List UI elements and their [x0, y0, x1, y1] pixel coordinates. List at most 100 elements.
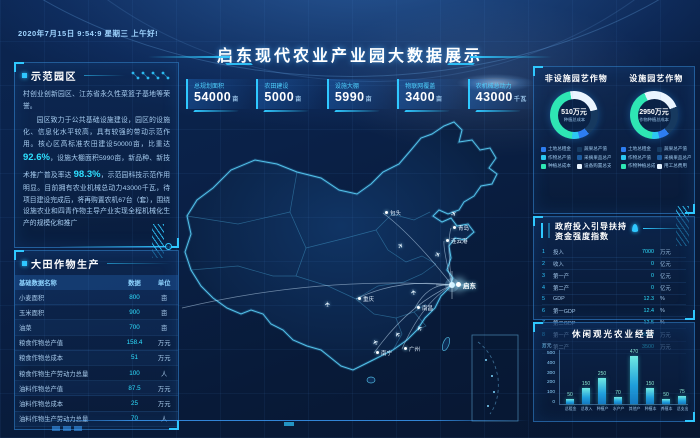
cell-unit: 亩: [150, 304, 178, 321]
row-value: 12.4: [643, 307, 655, 314]
legend-label: 蔬果总产值: [664, 146, 687, 151]
stat-value: 3400亩: [405, 90, 443, 104]
legend-label: 设备购置总支出: [584, 163, 611, 168]
cell-unit: 人: [150, 365, 178, 382]
legend-item: 设备购置总支出: [577, 163, 611, 169]
datetime: 2020年7月15日 9:54:9 星期三 上午好!: [18, 29, 159, 38]
panel-horticulture: 非设施园艺作物 设施园艺作物 510万元 种植总成本 2950万元 作物种植总成…: [533, 66, 695, 214]
x-tick-label: 养殖本: [660, 406, 673, 411]
square-bullet-icon: [22, 261, 27, 266]
flight-arc: [355, 282, 453, 300]
bar: [630, 356, 638, 404]
bar-plot-area: 50 150 250 70 470 150 50 75: [559, 350, 688, 405]
bar: [566, 398, 574, 404]
bar: [598, 378, 606, 404]
bar-value-label: 150: [581, 381, 591, 388]
cell-value: 700: [118, 319, 151, 336]
circuit-line-decoration: [60, 243, 172, 250]
flight-arc: [382, 212, 453, 286]
row-value: 7000: [642, 248, 654, 255]
donut-chart-facility: 2950万元 作物种植总成本: [630, 91, 678, 139]
stat-label: 农机械总动力: [475, 84, 512, 90]
column-header: 数据: [118, 275, 151, 290]
legend-swatch: [577, 155, 582, 160]
corner-decoration: [52, 426, 82, 431]
cell-unit: 万元: [150, 335, 178, 351]
x-tick-label: 种植产: [596, 406, 609, 411]
bar-column: 50: [661, 350, 671, 404]
legend-label: 种植总成本: [548, 163, 571, 168]
legend-label: 作物总产值: [548, 154, 571, 160]
row-name: GDP: [553, 296, 565, 303]
row-value: 0: [651, 260, 654, 267]
cell-value: 900: [118, 304, 151, 321]
stat-value: 5000亩: [264, 90, 302, 104]
cell-unit: 人: [150, 411, 178, 427]
china-outline: [183, 120, 499, 384]
legend-swatch: [577, 163, 582, 169]
column-header: 单位: [150, 275, 178, 290]
panel-demo-park-header: 示范园区: [15, 63, 178, 85]
row-value: 0: [651, 285, 654, 292]
table-row: 油料作物总产值 87.5 万元: [15, 380, 178, 397]
panel-title: 示范园区: [31, 72, 77, 83]
table-header-row: 基础数据名称 数据 单位: [15, 275, 178, 290]
paragraph-text: 园区致力于公共基础设施建设，园区的设施化、信息化水平较高，具有较强的带动示范作用…: [23, 117, 170, 148]
panel-title: 政府投入引导扶持 资金强度指数: [555, 222, 627, 242]
water-drop-icon: [632, 224, 638, 232]
bar-value-label: 50: [567, 391, 573, 398]
bar-column: 470: [629, 350, 639, 404]
legend-item: 蔬果总产值: [657, 146, 691, 152]
legend-item: 种植总成本: [541, 163, 575, 169]
taiwan-island: [441, 336, 451, 352]
y-axis-ticks: 500 400 300 200 100 0: [540, 350, 555, 405]
donut-center-value: 2950万元: [639, 109, 669, 116]
row-name: 投入: [553, 249, 564, 256]
stat-value: 43000千瓦: [475, 90, 527, 104]
table-row: 粮食作物总成本 51 万元: [15, 350, 178, 366]
row-name: 第二产: [553, 286, 570, 293]
row-unit: %: [660, 296, 665, 303]
field-crops-table: 基础数据名称 数据 单位 小麦面积 800 亩玉米面积 900 亩油菜 700 亩粮食作物总产值 1…: [15, 275, 178, 427]
cell-name: 油料作物总产值: [15, 380, 119, 397]
legend-item: 采摘果品总产值: [657, 155, 691, 161]
cell-unit: 万元: [150, 380, 178, 397]
y-axis-unit-label: 万元: [542, 344, 552, 349]
hub-marker-glow: [436, 271, 468, 299]
gov-title-line1: 政府投入引导扶持: [555, 222, 627, 231]
legend-label: 采摘果品总产值: [664, 154, 691, 160]
x-tick-label: 其他产: [628, 406, 641, 411]
legend-label: 用工总费用: [664, 163, 687, 168]
cell-value: 25: [118, 395, 151, 412]
donut-center-label: 种植总成本: [563, 117, 585, 122]
gov-table-row: 5 GDP 12.3%: [542, 295, 686, 305]
bar-column: 150: [645, 350, 655, 404]
row-index: 4: [542, 285, 545, 292]
x-axis-labels: 总租金 总收入 种植产 水产产 其他产 种植本 养殖本 总支出: [564, 406, 689, 412]
stat-card: 总规划面积 54000亩: [186, 79, 251, 109]
row-value: 0: [651, 272, 654, 279]
panel-demo-park: 示范园区 村创业创新园区、江苏省永久性菜篮子基地等荣誉。 园区致力于公共基础设施…: [14, 62, 179, 248]
vertical-bars-icon: [541, 223, 550, 238]
legend-swatch: [621, 155, 626, 160]
row-index: 2: [542, 260, 545, 267]
cell-name: 玉米面积: [15, 304, 119, 321]
x-tick-label: 总支出: [676, 406, 689, 411]
table-row: 油菜 700 亩: [15, 319, 178, 336]
gov-table-row: 2 收入 0 亿元: [542, 258, 686, 271]
gov-table-row: 3 第一产 0 亿元: [542, 270, 686, 283]
stat-label: 总规划面积: [194, 84, 225, 90]
panel-gov-funding: 政府投入引导扶持 资金强度指数 1 投入 7000 万元 2 收入 0 亿元 3 第一产 0 亿元 4 第…: [533, 216, 695, 354]
cell-name: 油料作物生产劳动力总量: [15, 411, 119, 427]
row-unit: %: [660, 307, 665, 314]
y-tick-label: 100: [546, 390, 555, 396]
cell-name: 油料作物总成本: [15, 395, 119, 412]
x-tick-label: 总租金: [564, 406, 577, 411]
panel-field-crops-header: 大田作物生产: [15, 251, 178, 273]
flight-arc: [373, 284, 453, 354]
stat-label: 设施大棚: [334, 84, 359, 90]
bar-value-label: 470: [629, 349, 639, 355]
hatch-decoration: [152, 224, 164, 258]
legend-item: 作物种植总成本: [621, 163, 655, 169]
